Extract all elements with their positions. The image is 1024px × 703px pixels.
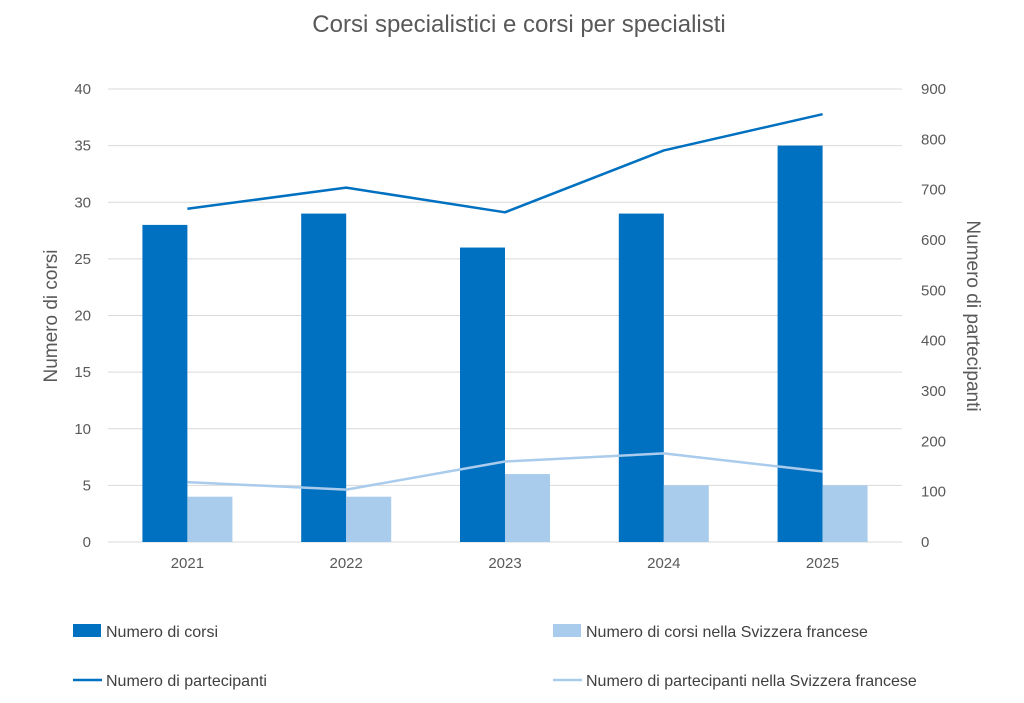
left-tick-label: 20 bbox=[74, 308, 91, 325]
bars bbox=[142, 145, 868, 543]
left-tick-label: 5 bbox=[83, 477, 91, 494]
right-tick-label: 900 bbox=[921, 81, 946, 98]
bar bbox=[663, 485, 709, 542]
x-axis-ticks: 2021 2022 2023 2024 2025 bbox=[171, 555, 840, 572]
left-axis-ticks: 0 5 10 15 20 25 30 35 40 bbox=[74, 81, 91, 551]
bar bbox=[142, 224, 188, 542]
x-tick-label: 2024 bbox=[647, 555, 680, 572]
bar bbox=[777, 145, 823, 542]
series-line bbox=[187, 112, 823, 214]
left-tick-label: 35 bbox=[74, 138, 91, 155]
right-tick-label: 700 bbox=[921, 182, 946, 199]
legend-item: Numero di corsi bbox=[73, 624, 218, 641]
x-tick-label: 2023 bbox=[488, 555, 521, 572]
left-tick-label: 0 bbox=[83, 534, 91, 551]
legend: Numero di corsi Numero di corsi nella Svi… bbox=[73, 624, 917, 690]
bar bbox=[460, 247, 505, 543]
legend-item: Numero di partecipanti nella Svizzera fr… bbox=[553, 673, 917, 690]
x-tick-label: 2021 bbox=[171, 555, 204, 572]
left-tick-label: 10 bbox=[74, 421, 91, 438]
right-tick-label: 600 bbox=[921, 232, 946, 249]
right-tick-label: 400 bbox=[921, 333, 946, 350]
right-axis-ticks: 0 100 200 300 400 500 600 700 800 900 bbox=[921, 81, 946, 551]
left-tick-label: 40 bbox=[74, 81, 91, 98]
x-tick-label: 2025 bbox=[806, 555, 839, 572]
right-tick-label: 100 bbox=[921, 484, 946, 501]
bar bbox=[505, 474, 550, 542]
left-tick-label: 30 bbox=[74, 194, 91, 211]
bar bbox=[822, 485, 868, 542]
legend-item: Numero di corsi nella Svizzera francese bbox=[553, 624, 868, 641]
left-axis-title: Numero di corsi bbox=[41, 249, 62, 382]
x-tick-label: 2022 bbox=[330, 555, 363, 572]
bar bbox=[301, 213, 347, 542]
left-tick-label: 25 bbox=[74, 251, 91, 268]
legend-swatch bbox=[553, 624, 581, 637]
legend-swatch bbox=[73, 624, 101, 637]
bar bbox=[618, 213, 664, 542]
series-line bbox=[187, 452, 823, 491]
legend-label: Numero di partecipanti nella Svizzera fr… bbox=[586, 673, 917, 690]
left-tick-label: 15 bbox=[74, 364, 91, 381]
right-tick-label: 500 bbox=[921, 282, 946, 299]
chart-title: Corsi specialistici e corsi per speciali… bbox=[312, 11, 725, 38]
legend-item: Numero di partecipanti bbox=[73, 673, 267, 690]
right-axis-title: Numero di partecipanti bbox=[962, 220, 983, 411]
bar bbox=[187, 496, 233, 542]
lines bbox=[187, 112, 823, 491]
right-tick-label: 200 bbox=[921, 433, 946, 450]
legend-label: Numero di partecipanti bbox=[106, 673, 267, 690]
legend-label: Numero di corsi bbox=[106, 624, 218, 641]
bar bbox=[346, 496, 392, 542]
legend-label: Numero di corsi nella Svizzera francese bbox=[586, 624, 868, 641]
right-tick-label: 300 bbox=[921, 383, 946, 400]
right-tick-label: 800 bbox=[921, 131, 946, 148]
right-tick-label: 0 bbox=[921, 534, 929, 551]
